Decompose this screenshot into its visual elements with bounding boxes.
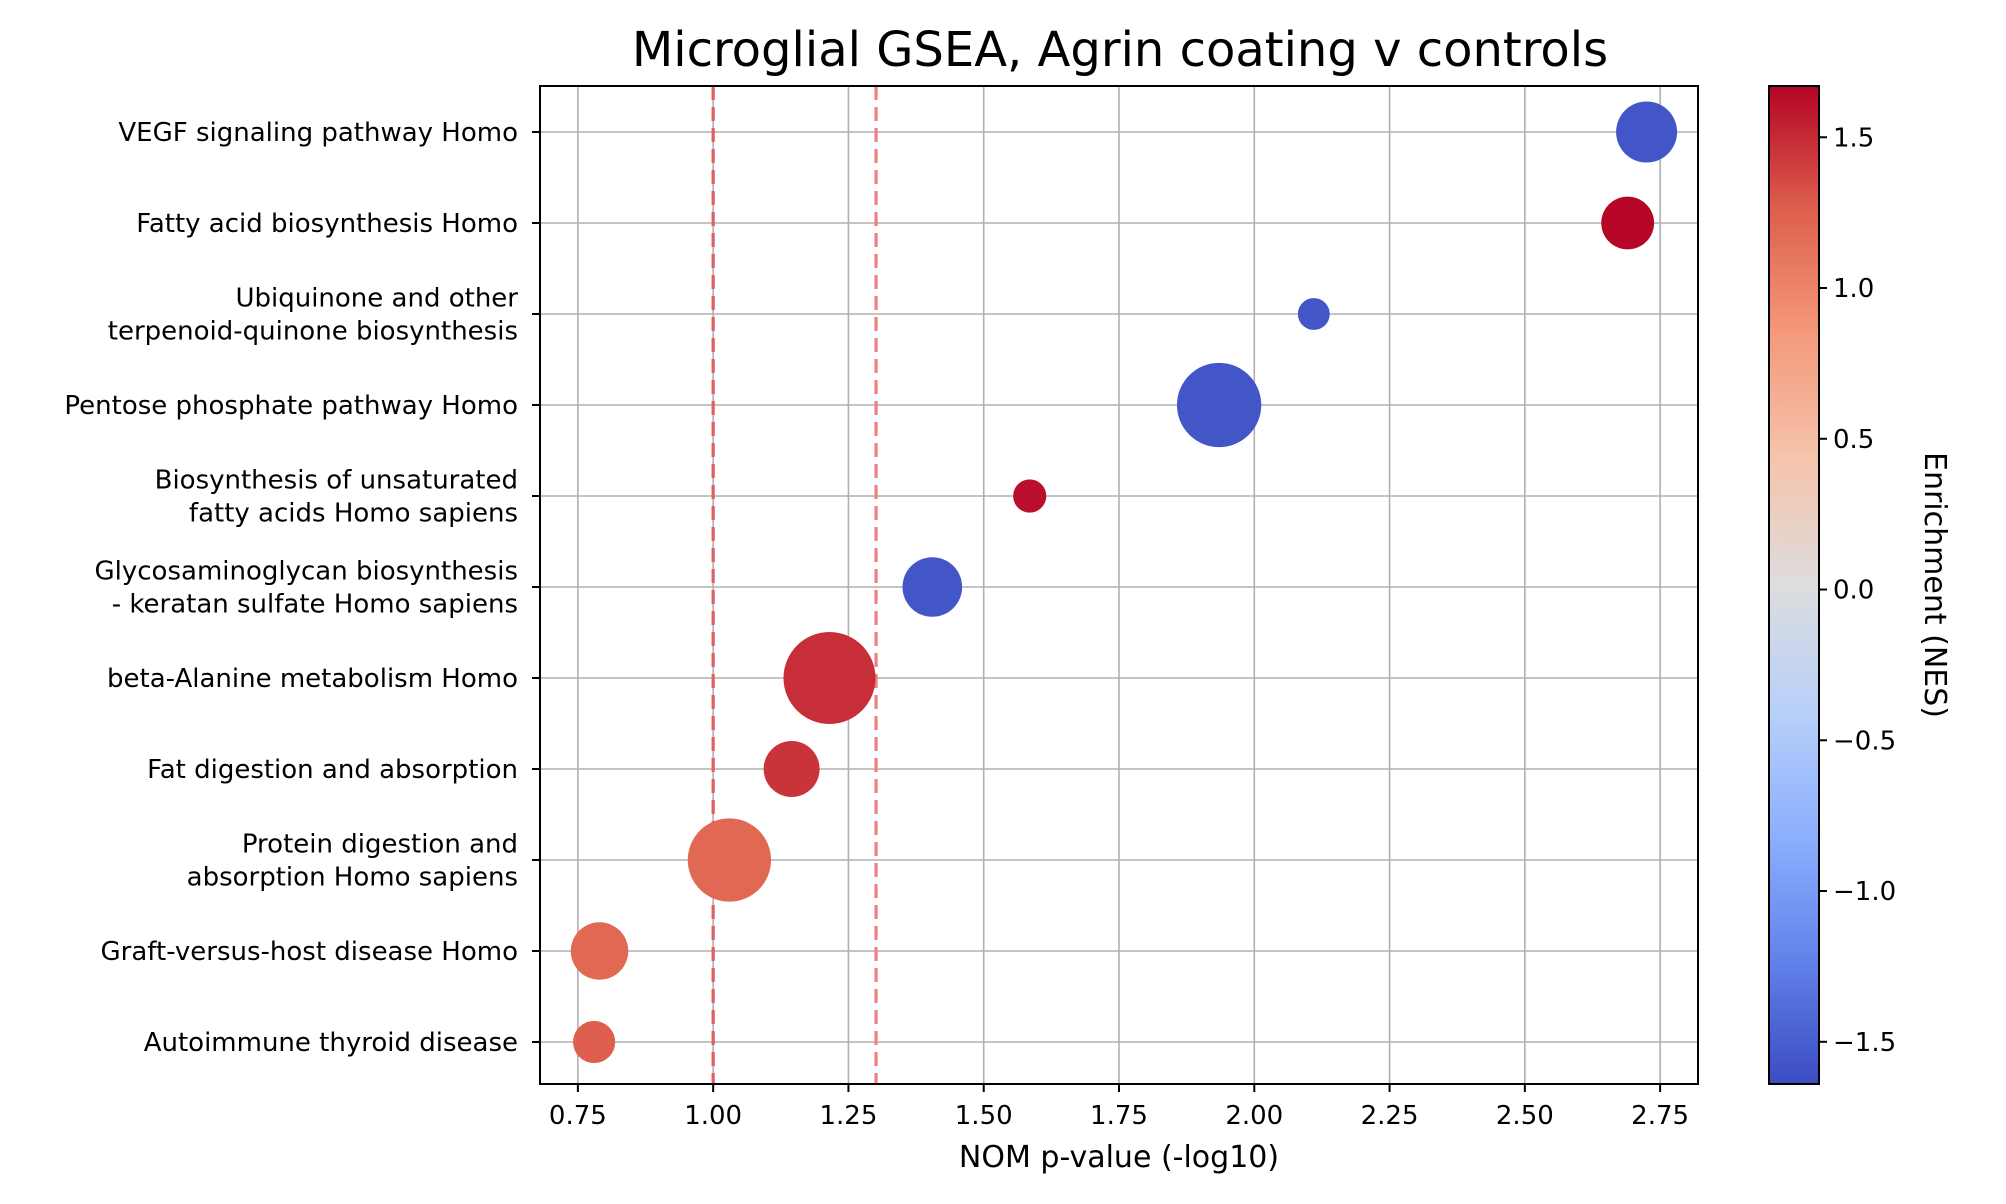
x-tick-label: 1.75 (1090, 1101, 1148, 1131)
colorbar-tick-label: 1.0 (1833, 274, 1874, 304)
colorbar-tick-label: −1.0 (1833, 877, 1896, 907)
colorbar-tick-label: 0.0 (1833, 576, 1874, 606)
x-tick-label: 2.00 (1225, 1101, 1283, 1131)
x-tick-label: 2.25 (1361, 1101, 1419, 1131)
y-tick-label: beta-Alanine metabolism Homo (107, 664, 518, 694)
grid (540, 86, 1698, 1084)
y-tick-label: Graft-versus-host disease Homo (101, 937, 518, 967)
x-axis-label: NOM p-value (-log10) (959, 1140, 1279, 1175)
x-tick-label: 2.75 (1631, 1101, 1689, 1131)
pathway-point (783, 632, 876, 724)
pathway-point (902, 557, 963, 617)
y-tick-label: Glycosaminoglycan biosynthesis (95, 557, 519, 587)
pathway-point (570, 922, 629, 980)
x-tick-label: 1.50 (955, 1101, 1013, 1131)
chart-title: Microglial GSEA, Agrin coating v control… (632, 22, 1608, 78)
y-tick-label: - keratan sulfate Homo sapiens (112, 590, 518, 620)
y-tick-label: Biosynthesis of unsaturated (155, 466, 518, 496)
y-tick-label: VEGF signaling pathway Homo (118, 118, 518, 148)
pathway-point (1013, 479, 1047, 513)
y-axis-ticks: VEGF signaling pathway Homo Fatty acid bi… (64, 118, 540, 1058)
x-axis-ticks: 0.75 1.00 1.25 1.50 1.75 2.00 2.25 2.50 2.75 (549, 1084, 1689, 1131)
data-points (570, 101, 1678, 1064)
plot-area-frame (539, 85, 1699, 1085)
colorbar-label: Enrichment (NES) (1917, 452, 1952, 718)
y-tick-label: Ubiquinone and other (235, 284, 518, 314)
colorbar-tick-label: −1.5 (1833, 1028, 1896, 1058)
colorbar-tick-label: 1.5 (1833, 123, 1874, 153)
pathway-point (687, 818, 772, 902)
colorbar-ticks: −1.5 −1.0 −0.5 0.0 0.5 1.0 1.5 (1819, 123, 1896, 1058)
colorbar-tick-label: 0.5 (1833, 425, 1874, 455)
pathway-point (1616, 101, 1678, 163)
colorbar-tick-label: −0.5 (1833, 726, 1896, 756)
colorbar (1768, 85, 1820, 1085)
y-tick-label: Protein digestion and (242, 830, 518, 860)
pathway-point (763, 741, 820, 797)
x-tick-label: 0.75 (549, 1101, 607, 1131)
y-tick-label: Autoimmune thyroid disease (144, 1028, 518, 1058)
pathway-point (1297, 298, 1330, 330)
y-tick-label: Fat digestion and absorption (147, 755, 518, 785)
x-tick-label: 2.50 (1496, 1101, 1554, 1131)
y-tick-label: terpenoid-quinone biosynthesis (108, 317, 518, 347)
pathway-point (1601, 196, 1655, 250)
x-tick-label: 1.25 (819, 1101, 877, 1131)
y-tick-label: Pentose phosphate pathway Homo (64, 391, 518, 421)
y-tick-label: Fatty acid biosynthesis Homo (136, 209, 518, 239)
pathway-point (1176, 362, 1262, 448)
reference-lines (711, 86, 878, 1084)
y-tick-label: fatty acids Homo sapiens (189, 499, 518, 529)
x-tick-label: 1.00 (684, 1101, 742, 1131)
pathway-point (573, 1020, 616, 1064)
y-tick-label: absorption Homo sapiens (187, 863, 518, 893)
